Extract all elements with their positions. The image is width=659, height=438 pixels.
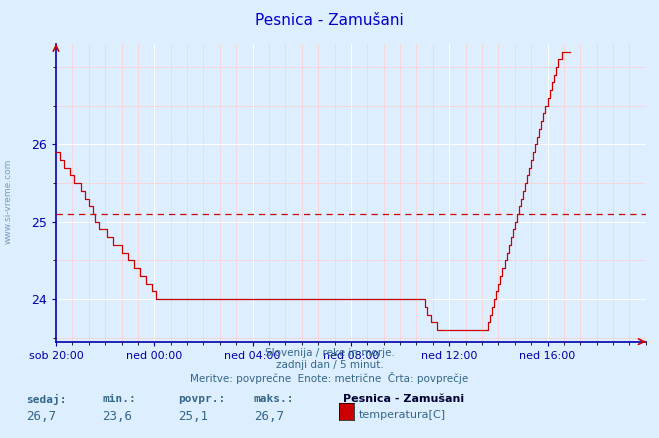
Text: Meritve: povprečne  Enote: metrične  Črta: povprečje: Meritve: povprečne Enote: metrične Črta:… [190,372,469,384]
Text: 23,6: 23,6 [102,410,132,423]
Text: temperatura[C]: temperatura[C] [359,410,446,420]
Text: Pesnica - Zamušani: Pesnica - Zamušani [255,13,404,28]
Text: maks.:: maks.: [254,394,294,404]
Text: zadnji dan / 5 minut.: zadnji dan / 5 minut. [275,360,384,370]
Text: min.:: min.: [102,394,136,404]
Text: www.si-vreme.com: www.si-vreme.com [4,159,13,244]
Text: Slovenija / reke in morje.: Slovenija / reke in morje. [264,348,395,358]
Text: 25,1: 25,1 [178,410,208,423]
Text: 26,7: 26,7 [254,410,284,423]
Text: 26,7: 26,7 [26,410,57,423]
Text: sedaj:: sedaj: [26,394,67,405]
Text: povpr.:: povpr.: [178,394,225,404]
Text: Pesnica - Zamušani: Pesnica - Zamušani [343,394,464,404]
